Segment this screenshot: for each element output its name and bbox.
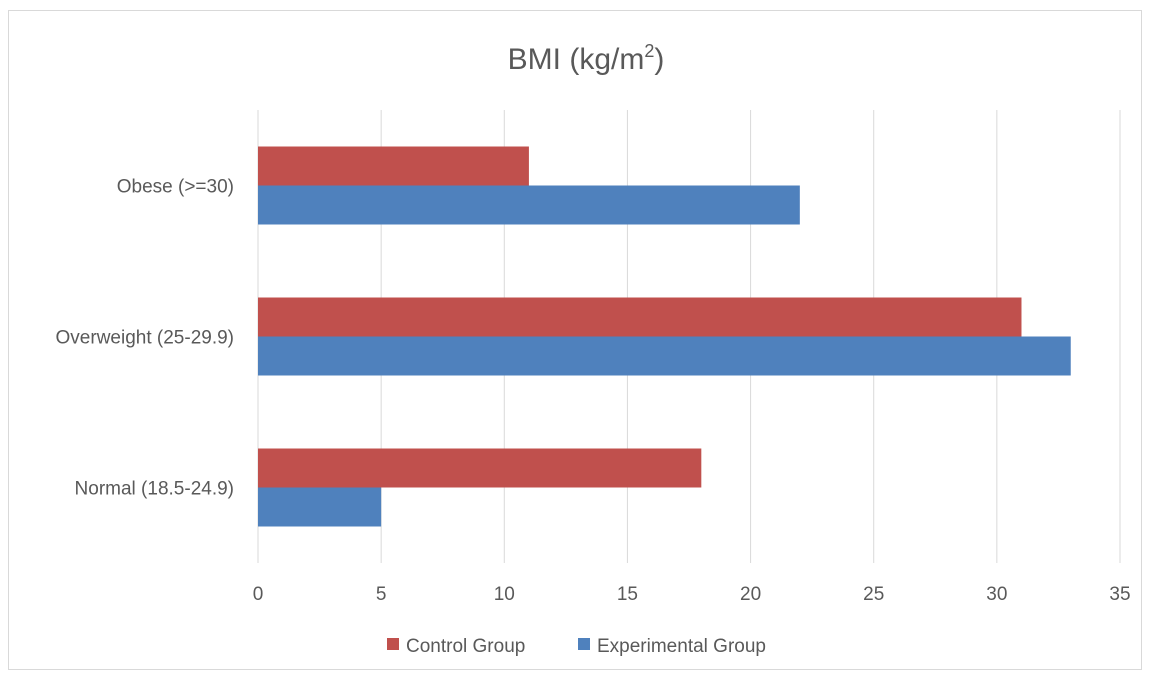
category-labels: Normal (18.5-24.9) Overweight (25-29.9) Ob… [56, 177, 234, 500]
chart-title-main: BMI (kg/m [508, 43, 645, 76]
x-tick-label: 20 [740, 584, 761, 605]
legend-swatch [578, 638, 590, 650]
chart-title: BMI (kg/m2) [508, 41, 665, 76]
legend-label: Control Group [406, 636, 525, 657]
bar-control-group-0 [258, 448, 702, 488]
x-tick-label: 5 [376, 584, 387, 605]
category-label: Obese (>=30) [117, 177, 234, 198]
bar-control-group-1 [258, 297, 1022, 337]
legend-swatch [387, 638, 399, 650]
legend: Control Group Experimental Group [387, 636, 766, 657]
category-label: Overweight (25-29.9) [56, 328, 234, 349]
bar-control-group-2 [258, 146, 529, 186]
bars [258, 146, 1071, 527]
chart-title-superscript: 2 [644, 41, 654, 61]
x-tick-label: 0 [253, 584, 264, 605]
bar-experimental-group-1 [258, 336, 1071, 376]
x-tick-label: 25 [863, 584, 884, 605]
category-label: Normal (18.5-24.9) [75, 479, 234, 500]
bar-experimental-group-2 [258, 185, 800, 225]
bar-experimental-group-0 [258, 487, 382, 527]
x-tick-label: 30 [986, 584, 1007, 605]
x-tick-labels: 0 5 10 15 20 25 30 35 [253, 584, 1131, 605]
legend-label: Experimental Group [597, 636, 766, 657]
x-tick-label: 35 [1109, 584, 1130, 605]
chart-title-suffix: ) [654, 43, 664, 76]
x-tick-label: 10 [494, 584, 515, 605]
x-tick-label: 15 [617, 584, 638, 605]
